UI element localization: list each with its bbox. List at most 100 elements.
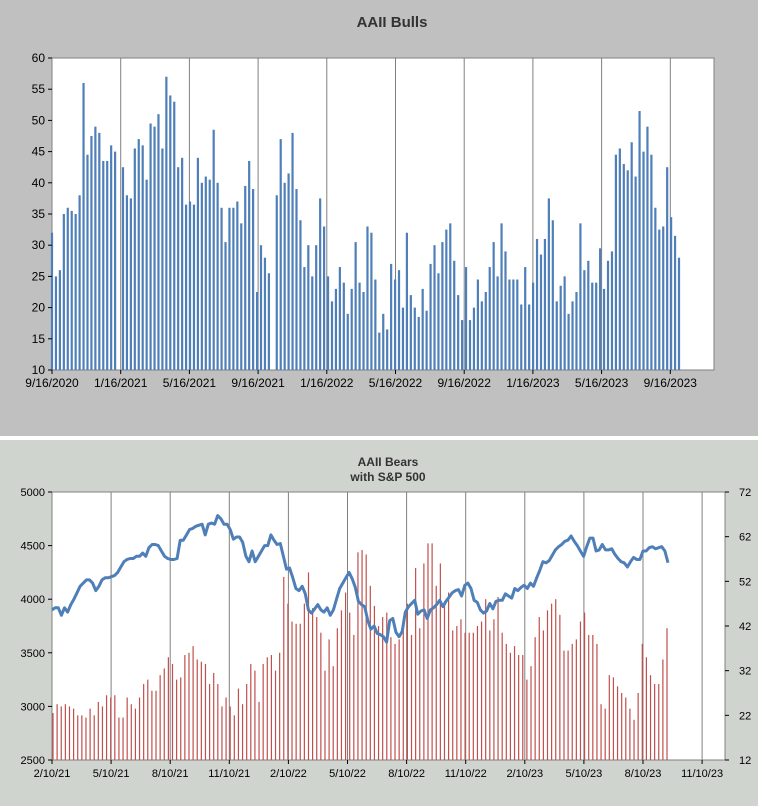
chart1-x-tick-label: 1/16/2023 <box>506 376 560 390</box>
chart1-bar <box>315 245 318 370</box>
chart2-bear-bar <box>233 715 235 760</box>
chart1-bar <box>240 223 243 370</box>
chart1-x-tick-label: 1/16/2021 <box>94 376 148 390</box>
chart1-bar <box>397 270 401 370</box>
chart2-bear-bar <box>559 614 561 760</box>
chart2-bear-bar <box>452 630 454 760</box>
chart2-bear-bar <box>138 697 141 760</box>
chart2-bear-bar <box>386 612 388 760</box>
chart2-bear-bar <box>633 719 635 760</box>
chart1-bar <box>425 310 428 370</box>
chart2-bear-bar <box>291 621 293 760</box>
chart1-bar <box>299 220 302 370</box>
chart2-bear-bar <box>287 603 289 760</box>
chart2-x-tick-label: 11/10/22 <box>445 768 487 780</box>
chart2-bear-bar <box>501 632 503 760</box>
chart1-bar <box>599 248 602 370</box>
chart2-bear-bar <box>575 639 577 760</box>
chart1-bar <box>145 179 148 370</box>
chart2-left-tick-label: 2500 <box>21 755 45 767</box>
chart2-bear-bar <box>419 628 421 760</box>
chart2-bear-bar <box>567 650 569 760</box>
chart2-left-tick-label: 4000 <box>21 594 45 606</box>
chart2-bear-bar <box>68 706 71 760</box>
chart1-bar <box>433 245 436 370</box>
chart2-bear-bar <box>513 646 516 760</box>
chart1-bar <box>587 260 590 370</box>
chart2-bear-bar <box>320 632 322 760</box>
chart1-bar <box>358 282 361 370</box>
chart2-sp500-line <box>51 514 670 644</box>
chart2-bear-bar <box>357 552 359 760</box>
chart2-bear-bar <box>217 684 219 760</box>
chart1-bar <box>445 229 448 370</box>
chart2-bear-bar <box>645 657 647 760</box>
chart2-bear-bar <box>60 706 62 760</box>
chart1-bar <box>362 292 365 370</box>
chart1-y-tick-label: 25 <box>32 269 46 283</box>
chart2-bear-bar <box>73 708 75 760</box>
chart1-bar <box>595 282 598 370</box>
chart2-bear-bar <box>522 655 524 760</box>
chart1-bar <box>322 226 326 370</box>
chart2-bear-bar <box>208 684 211 760</box>
chart2-bear-bar <box>637 693 639 760</box>
chart1-bar <box>476 279 479 370</box>
chart1-bar <box>334 288 338 370</box>
chart2-bear-bar <box>258 701 260 760</box>
chart1-bar <box>638 111 641 370</box>
chart2-bear-bar <box>77 715 79 760</box>
chart1-bar <box>200 182 203 370</box>
chart1-bar <box>579 223 582 370</box>
chart1-bar <box>409 295 412 370</box>
chart1-y-tick-label: 30 <box>32 238 46 252</box>
chart1-bar <box>244 185 247 370</box>
chart1-bar <box>208 179 211 370</box>
chart1-bar <box>287 173 290 370</box>
chart1-x-tick-label: 1/16/2022 <box>300 376 354 390</box>
chart2-bear-bar <box>464 632 466 760</box>
chart2-bear-bar <box>171 663 174 760</box>
chart1-bar <box>559 285 562 370</box>
chart2-right-tick-label: 62 <box>739 532 751 544</box>
chart1-bar <box>614 154 618 370</box>
chart1-bar <box>390 263 393 370</box>
chart2-right-tick-label: 42 <box>739 621 751 633</box>
chart1-bar <box>204 176 207 370</box>
chart1-bar <box>555 301 558 370</box>
chart2-bear-bar <box>295 623 297 760</box>
chart1-bar <box>508 279 511 370</box>
chart1-bar <box>125 195 129 370</box>
chart2-bear-bar <box>134 708 137 760</box>
chart2-bear-bar <box>604 708 606 760</box>
chart2-bear-bar <box>658 684 660 760</box>
chart1-bar <box>181 157 184 370</box>
chart2-subtitle: with S&P 500 <box>349 470 425 484</box>
chart1-y-tick-label: 35 <box>32 207 46 221</box>
chart2-bear-bar <box>279 652 281 760</box>
chart1-bar <box>405 232 409 370</box>
chart2-bear-bar <box>274 670 277 760</box>
chart2-bear-bar <box>530 666 532 760</box>
chart1-bar <box>453 260 456 370</box>
aaii-bulls-chart: AAII Bulls 10 15 20 25 30 35 40 45 50 55 60 9/16/2… <box>25 14 715 390</box>
chart1-x-tick-label: 9/16/2020 <box>25 376 79 390</box>
chart1-y-tick-label: 15 <box>32 332 46 346</box>
chart1-bar <box>236 201 239 370</box>
chart2-bear-bar <box>456 626 458 760</box>
chart1-x-tick-label: 9/16/2023 <box>644 376 698 390</box>
chart1-bar <box>66 207 69 370</box>
chart1-y-tick-label: 20 <box>32 301 46 315</box>
chart2-title: AAII Bears <box>358 455 419 469</box>
chart1-y-tick-label: 55 <box>32 82 46 96</box>
chart1-bar <box>326 276 330 370</box>
chart1-bar <box>157 114 160 370</box>
chart1-bar <box>504 251 507 370</box>
chart1-bar <box>94 126 97 370</box>
chart1-bar <box>524 267 527 370</box>
chart1-bar <box>169 95 172 370</box>
chart1-bar <box>78 195 81 370</box>
chart2-bear-bar <box>126 697 128 760</box>
chart2-bear-bar <box>105 695 108 760</box>
chart2-bear-bar <box>588 634 590 760</box>
